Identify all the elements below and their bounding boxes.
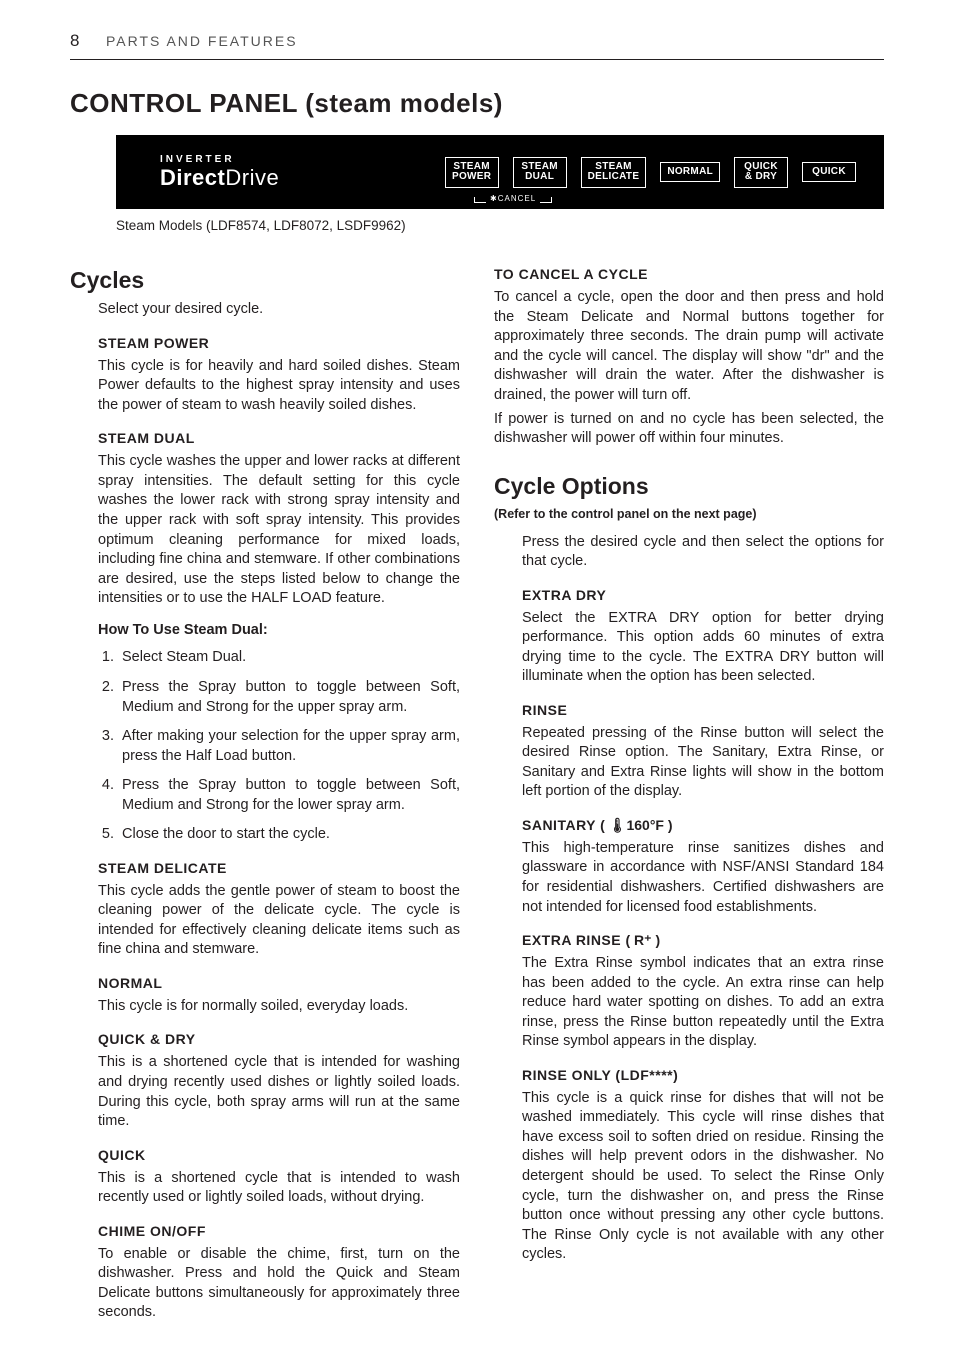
cancel-p2: If power is turned on and no cycle has b… [494,410,884,449]
panel-btn-quick-dry: QUICK& DRY [734,157,788,188]
steam-delicate-text: This cycle adds the gentle power of stea… [98,882,460,960]
header-section: PARTS AND FEATURES [106,32,298,51]
steam-dual-title: STEAM DUAL [98,429,460,448]
cycles-heading: Cycles [70,265,460,296]
howto-title: How To Use Steam Dual: [98,621,460,641]
options-refer: (Refer to the control panel on the next … [494,506,884,523]
steam-dual-steps: Select Steam Dual. Press the Spray butto… [98,648,460,845]
quick-dry-text: This is a shortened cycle that is intend… [98,1053,460,1131]
options-intro: Press the desired cycle and then select … [522,533,884,572]
panel-caption: Steam Models (LDF8574, LDF8072, LSDF9962… [116,217,884,235]
panel-btn-quick: QUICK [802,162,856,183]
cancel-title: TO CANCEL A CYCLE [494,265,884,284]
brand-block: INVERTER DirectDrive [160,155,279,189]
step-2: Press the Spray button to toggle between… [118,678,460,717]
brand-main: DirectDrive [160,167,279,189]
cycles-intro: Select your desired cycle. [98,300,460,320]
rinse-only-text: This cycle is a quick rinse for dishes t… [522,1089,884,1265]
panel-btn-steam-power: STEAMPOWER [445,157,499,188]
normal-text: This cycle is for normally soiled, every… [98,997,460,1017]
rinse-only-title: RINSE ONLY (LDF****) [522,1066,884,1085]
page-header: 8 PARTS AND FEATURES [70,30,884,60]
panel-buttons: STEAMPOWER STEAMDUAL STEAMDELICATE NORMA… [445,157,856,188]
quick-text: This is a shortened cycle that is intend… [98,1169,460,1208]
rinse-text: Repeated pressing of the Rinse button wi… [522,724,884,802]
sanitary-title: SANITARY ( 🌡160°F ) [522,816,884,835]
sanitary-text: This high-temperature rinse sanitizes di… [522,839,884,917]
steam-delicate-title: STEAM DELICATE [98,859,460,878]
steam-power-text: This cycle is for heavily and hard soile… [98,357,460,416]
step-3: After making your selection for the uppe… [118,727,460,766]
panel-btn-normal: NORMAL [660,162,720,183]
rinse-title: RINSE [522,701,884,720]
step-1: Select Steam Dual. [118,648,460,668]
steam-dual-text: This cycle washes the upper and lower ra… [98,452,460,609]
extra-dry-text: Select the EXTRA DRY option for better d… [522,609,884,687]
quick-title: QUICK [98,1146,460,1165]
cancel-p1: To cancel a cycle, open the door and the… [494,288,884,405]
cancel-bracket: ✱CANCEL [474,194,552,205]
quick-dry-title: QUICK & DRY [98,1030,460,1049]
step-4: Press the Spray button to toggle between… [118,776,460,815]
extra-rinse-text: The Extra Rinse symbol indicates that an… [522,954,884,1052]
left-column: Cycles Select your desired cycle. STEAM … [70,265,460,1327]
page-number: 8 [70,30,80,53]
steam-power-title: STEAM POWER [98,334,460,353]
brand-top: INVERTER [160,155,279,165]
right-column: TO CANCEL A CYCLE To cancel a cycle, ope… [494,265,884,1327]
chime-title: CHIME ON/OFF [98,1222,460,1241]
options-heading: Cycle Options [494,471,884,502]
extra-dry-title: EXTRA DRY [522,586,884,605]
panel-btn-steam-dual: STEAMDUAL [513,157,567,188]
step-5: Close the door to start the cycle. [118,825,460,845]
chime-text: To enable or disable the chime, first, t… [98,1245,460,1323]
control-panel-graphic: INVERTER DirectDrive STEAMPOWER STEAMDUA… [116,135,884,209]
extra-rinse-title: EXTRA RINSE ( R⁺ ) [522,931,884,950]
main-title: CONTROL PANEL (steam models) [70,86,884,121]
normal-title: NORMAL [98,974,460,993]
panel-btn-steam-delicate: STEAMDELICATE [581,157,647,188]
